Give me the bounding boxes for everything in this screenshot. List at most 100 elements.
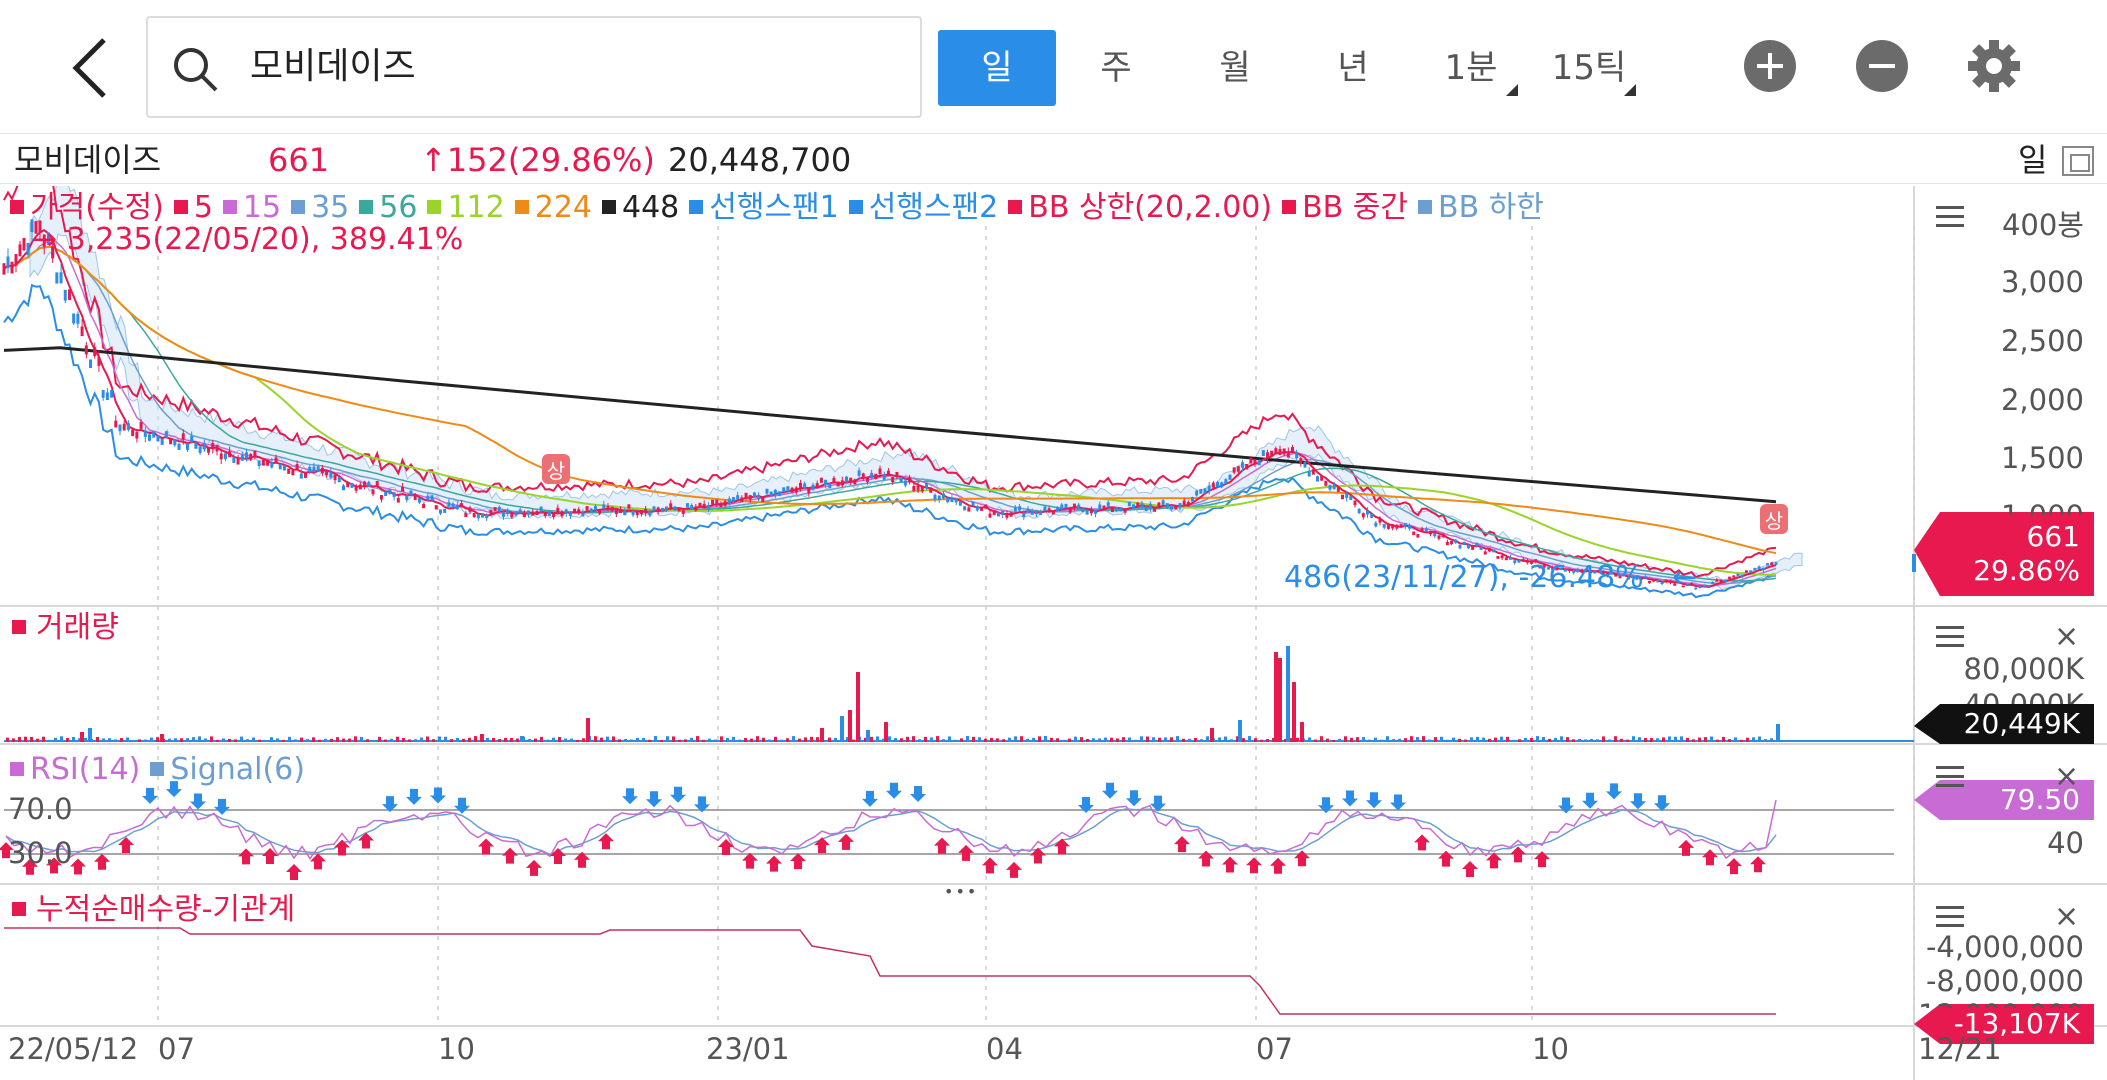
volume-title-text: 거래량 xyxy=(36,610,119,645)
candle-body xyxy=(110,389,114,398)
volume-bar xyxy=(138,739,141,742)
candle-body xyxy=(1660,581,1664,584)
volume-bar xyxy=(1242,738,1245,742)
price-legend-item[interactable]: 224 xyxy=(514,188,592,228)
candle-body xyxy=(1744,570,1748,573)
volume-bar xyxy=(1584,739,1587,742)
candle-body xyxy=(908,477,912,483)
volume-bar xyxy=(840,716,844,742)
period-year-button[interactable]: 년 xyxy=(1337,48,1369,88)
volume-bar xyxy=(1704,737,1707,742)
volume-bar xyxy=(648,739,651,742)
volume-bar xyxy=(420,737,423,742)
candle-body xyxy=(1407,524,1411,529)
period-week-button[interactable]: 주 xyxy=(1100,48,1132,88)
volume-bar xyxy=(1218,737,1221,742)
price-legend-item[interactable]: 선행스팬2 xyxy=(848,188,998,228)
candle-body xyxy=(1009,512,1013,517)
volume-bar xyxy=(18,736,21,742)
volume-bar xyxy=(1404,738,1407,742)
price-legend-item[interactable]: 가격(수정) xyxy=(10,188,164,228)
candle-body xyxy=(379,495,383,500)
candle-body xyxy=(1089,509,1093,514)
price-legend-item[interactable]: 35 xyxy=(291,188,349,228)
rsi-legend-item[interactable]: RSI(14) xyxy=(10,750,140,790)
candle-body xyxy=(1068,508,1072,513)
candle-body xyxy=(1051,510,1055,515)
candle-body xyxy=(274,457,278,464)
search-input[interactable]: 모비데이즈 xyxy=(146,16,922,118)
search-icon xyxy=(170,44,222,96)
candle-body xyxy=(1546,567,1550,570)
buy-signal-icon xyxy=(1294,850,1310,867)
price-legend-item[interactable]: BB 하한 xyxy=(1418,188,1544,228)
volume-bar xyxy=(948,736,951,742)
price-legend-item[interactable]: 15 xyxy=(222,188,281,228)
candle-body xyxy=(807,488,811,494)
period-month-button[interactable]: 월 xyxy=(1219,48,1251,88)
inst-value-tag: -13,107K xyxy=(1953,1007,2080,1040)
volume-bar xyxy=(1566,737,1569,742)
volume-bar xyxy=(222,738,225,742)
candle-body xyxy=(602,504,606,509)
price-legend-item[interactable]: 112 xyxy=(427,188,505,228)
volume-bar xyxy=(1644,738,1647,742)
back-icon[interactable] xyxy=(62,32,122,104)
volume-bar xyxy=(558,737,561,742)
price-change: ↑152(29.86%) xyxy=(420,141,655,179)
volume-bar xyxy=(360,737,363,742)
candle-body xyxy=(1399,524,1403,528)
period-tick-button[interactable]: 15틱 xyxy=(1530,30,1648,106)
candle-body xyxy=(1207,485,1211,491)
candle-body xyxy=(946,497,950,503)
volume-bar xyxy=(586,718,590,742)
price-legend-item[interactable]: 448 xyxy=(602,188,679,228)
price-legend-item[interactable]: 5 xyxy=(173,188,213,228)
panel-menu-icon[interactable] xyxy=(1936,206,1964,228)
volume-bar xyxy=(510,738,513,742)
volume-bar xyxy=(1164,737,1167,742)
volume-bar xyxy=(820,728,824,742)
close-icon[interactable]: × xyxy=(2054,759,2080,794)
x-tick: 12/21 xyxy=(1918,1032,2002,1066)
close-icon[interactable]: × xyxy=(2054,619,2080,654)
candle-body xyxy=(673,506,677,511)
candle-body xyxy=(652,506,656,511)
panel-menu-icon[interactable] xyxy=(1936,766,1964,788)
candle-body xyxy=(320,467,324,474)
candle-body xyxy=(1576,569,1580,572)
candle-body xyxy=(1153,507,1157,512)
candle-body xyxy=(34,221,38,234)
candle-body xyxy=(67,289,71,300)
volume-bar xyxy=(330,738,333,742)
candle-body xyxy=(824,479,828,485)
volume-bar xyxy=(114,739,117,742)
rsi-legend-item[interactable]: Signal(6) xyxy=(150,750,305,790)
buy-signal-icon xyxy=(1246,857,1262,874)
more-icon[interactable]: ••• xyxy=(944,882,979,901)
price-legend-item[interactable]: BB 중간 xyxy=(1282,188,1408,228)
period-day-button[interactable]: 일 xyxy=(938,30,1056,106)
candle-body xyxy=(593,506,597,511)
dropdown-corner-icon xyxy=(1506,84,1518,96)
price-legend-item[interactable]: BB 상한(20,2.00) xyxy=(1008,188,1272,228)
close-icon[interactable]: × xyxy=(2054,899,2080,934)
candle-body xyxy=(1106,502,1110,507)
candle-body xyxy=(627,504,631,509)
zoom-in-icon[interactable] xyxy=(1744,40,1796,92)
volume-bar xyxy=(1530,737,1533,742)
candle-body xyxy=(38,220,42,234)
price-legend-item[interactable]: 선행스팬1 xyxy=(689,188,839,228)
zoom-out-icon[interactable] xyxy=(1856,40,1908,92)
period-minute-button[interactable]: 1분 xyxy=(1412,30,1530,106)
volume-bar xyxy=(426,736,429,742)
price-legend-item[interactable]: 56 xyxy=(359,188,417,228)
expand-icon[interactable] xyxy=(2062,146,2094,176)
volume-bar xyxy=(198,736,201,742)
gear-icon[interactable] xyxy=(1964,36,2024,96)
stock-chart[interactable]: 상상 xyxy=(0,186,2107,1080)
panel-menu-icon[interactable] xyxy=(1936,906,1964,928)
candle-body xyxy=(76,313,80,324)
volume-bar xyxy=(1410,736,1413,742)
panel-menu-icon[interactable] xyxy=(1936,626,1964,648)
